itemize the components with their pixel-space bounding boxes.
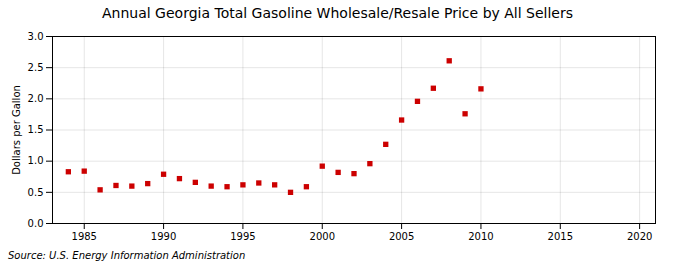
svg-text:0.0: 0.0	[28, 218, 44, 229]
svg-text:1995: 1995	[230, 231, 255, 242]
svg-text:2015: 2015	[548, 231, 573, 242]
svg-text:1.0: 1.0	[28, 155, 44, 166]
svg-text:Dollars per Gallon: Dollars per Gallon	[11, 85, 22, 175]
svg-text:2000: 2000	[310, 231, 335, 242]
html-text:Source: U.S. Energy Informatio: Source: U.S. Energy Information Administ…	[8, 250, 246, 261]
svg-text:2.5: 2.5	[28, 62, 44, 73]
svg-text:2020: 2020	[627, 231, 652, 242]
svg-text:2010: 2010	[468, 231, 493, 242]
svg-text:1990: 1990	[151, 231, 176, 242]
svg-text:1.5: 1.5	[28, 124, 44, 135]
svg-text:2005: 2005	[389, 231, 414, 242]
svg-text:1985: 1985	[72, 231, 97, 242]
svg-text:3.0: 3.0	[28, 31, 44, 42]
svg-text:2.0: 2.0	[28, 93, 44, 104]
html-text:Annual Georgia Total Gasoline: Annual Georgia Total Gasoline Wholesale/…	[102, 5, 573, 21]
svg-text:0.5: 0.5	[28, 187, 44, 198]
